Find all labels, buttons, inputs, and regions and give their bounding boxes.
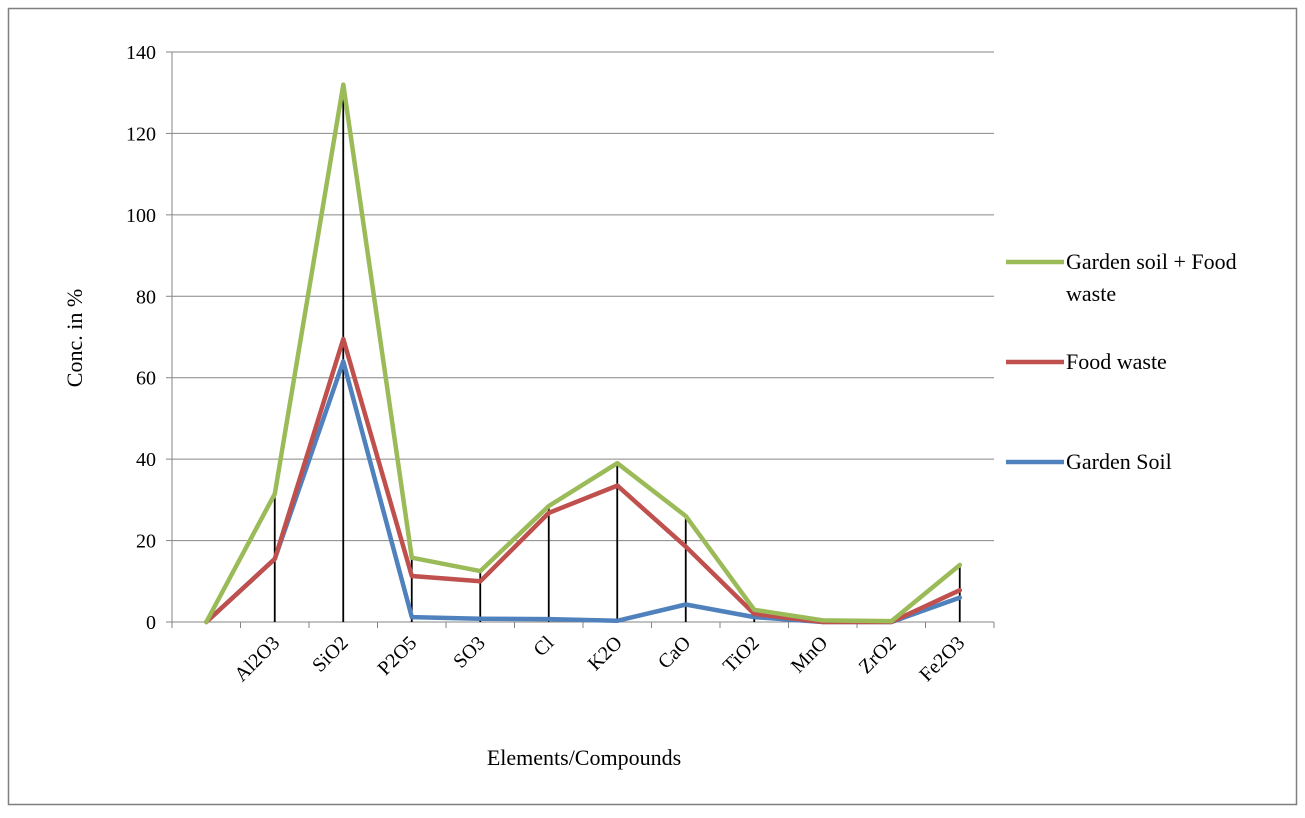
x-axis-title: Elements/Compounds bbox=[487, 745, 681, 770]
series-lines bbox=[204, 82, 963, 625]
y-tick-label: 120 bbox=[126, 123, 156, 145]
legend: Garden soil + Food waste Food waste Garden … bbox=[1006, 249, 1237, 474]
y-tick-label: 0 bbox=[146, 612, 156, 634]
y-tick-labels: 0 20 40 60 80 100 120 140 bbox=[126, 42, 156, 634]
y-tick-label: 40 bbox=[136, 449, 156, 471]
legend-label: Food waste bbox=[1066, 349, 1167, 374]
y-tick-label: 100 bbox=[126, 205, 156, 227]
y-tick-label: 140 bbox=[126, 42, 156, 64]
y-axis-title: Conc. in % bbox=[62, 289, 87, 387]
y-tick-label: 60 bbox=[136, 368, 156, 390]
y-tick-label: 20 bbox=[136, 531, 156, 553]
chart-border bbox=[7, 7, 1298, 806]
legend-label-cont: waste bbox=[1066, 281, 1116, 306]
y-tick-label: 80 bbox=[136, 286, 156, 308]
series-line bbox=[204, 82, 963, 625]
legend-label: Garden soil + Food bbox=[1066, 249, 1237, 274]
legend-label: Garden Soil bbox=[1066, 449, 1172, 474]
